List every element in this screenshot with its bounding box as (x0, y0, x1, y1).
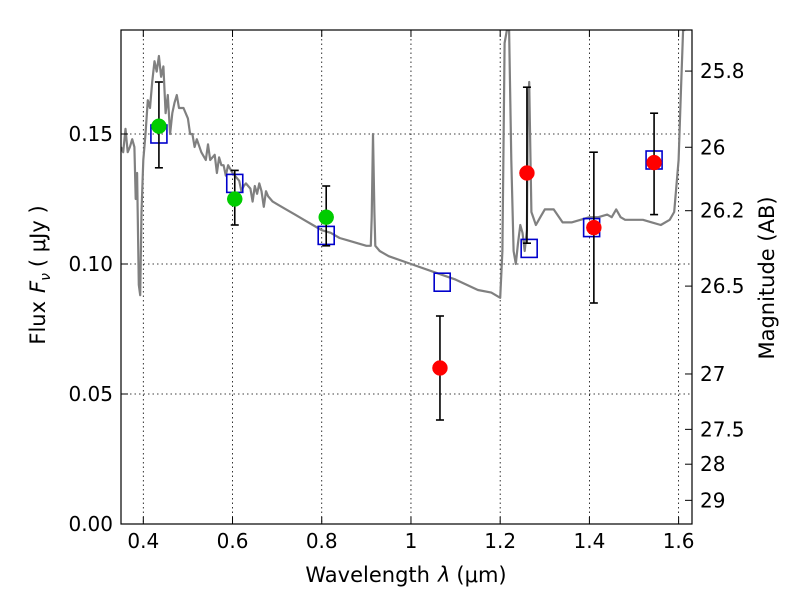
x-tick-label: 0.8 (306, 529, 338, 553)
flux-point (586, 219, 602, 236)
x-tick-label: 1.4 (573, 529, 605, 553)
y2-tick-label: 29 (700, 488, 725, 512)
y-axis-title: Flux Fν ( μJy ) (26, 205, 54, 344)
grid-lines (121, 30, 692, 525)
x-tick-label: 1 (405, 529, 418, 553)
x-tick-label: 1.6 (663, 529, 695, 553)
y-tick-label: 0.00 (68, 512, 113, 536)
flux-point (432, 360, 448, 376)
model-photometry-square (433, 272, 451, 293)
flux-point (646, 154, 662, 171)
y2-axis-title: Magnitude (AB) (755, 196, 779, 359)
y2-tick-label: 26.2 (700, 199, 745, 223)
y2-tick-label: 28 (700, 452, 725, 476)
x-axis-symbol: λ (437, 563, 450, 587)
x-axis-title: Wavelength λ (μm) (305, 563, 506, 587)
model-photometry-square (520, 238, 538, 259)
y2-tick-label: 27 (700, 362, 725, 386)
y2-tick-label: 26 (700, 135, 725, 159)
flux-point (519, 165, 535, 181)
y-axis-subscript: ν (38, 273, 54, 281)
model-sed-layer (121, 30, 686, 299)
x-tick-label: 0.6 (217, 529, 249, 553)
y2-tick-label: 26.5 (700, 274, 745, 298)
flux-point (227, 191, 243, 207)
photometry-layer (150, 81, 663, 421)
flux-point (151, 118, 167, 134)
y-axis-unit: ( μJy ) (26, 205, 50, 267)
y-axis-label: Flux (26, 301, 50, 345)
y-axis-symbol: F (26, 280, 50, 293)
y2-tick-label: 27.5 (700, 417, 745, 441)
axis-ticks: 0.4 0.6 0.8 1 1.2 1.4 1.6 0.00 0.05 0.10 0.15 25.8 2… (68, 30, 745, 553)
y-tick-label: 0.10 (68, 252, 113, 276)
y2-tick-label: 25.8 (700, 59, 745, 83)
y-tick-label: 0.15 (68, 122, 113, 146)
x-axis-unit: (μm) (456, 563, 506, 587)
model-sed-line (121, 30, 686, 299)
x-tick-label: 1.2 (484, 529, 516, 553)
x-tick-label: 0.4 (127, 529, 159, 553)
plot-frame (120, 29, 693, 525)
x-axis-label: Wavelength (305, 563, 430, 587)
flux-point (318, 209, 334, 225)
y-tick-label: 0.05 (68, 382, 113, 406)
